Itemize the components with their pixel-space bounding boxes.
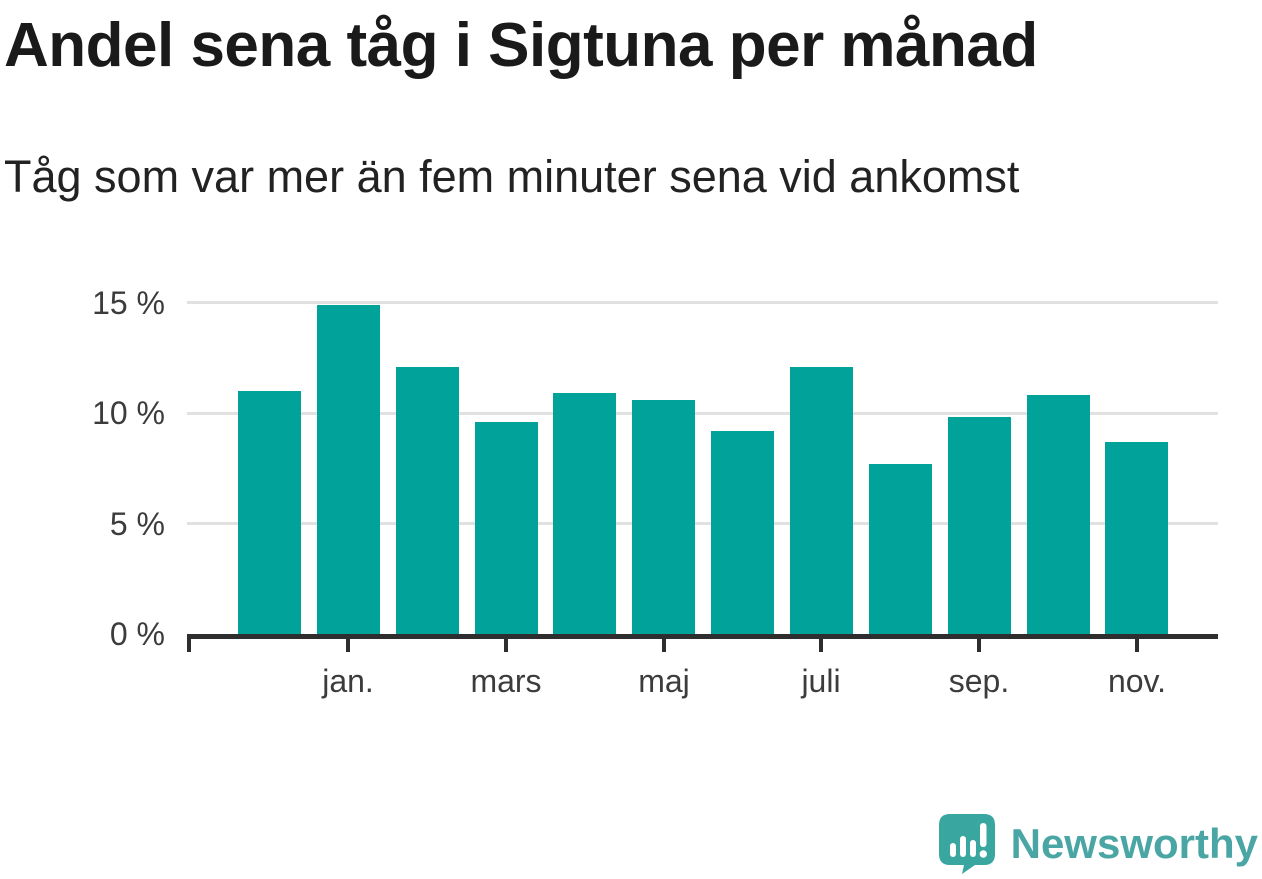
newsworthy-logo-icon bbox=[938, 814, 995, 874]
bar bbox=[475, 422, 538, 634]
bar bbox=[711, 431, 774, 634]
logo-bar-3 bbox=[969, 840, 976, 857]
newsworthy-logo: Newsworthy bbox=[937, 812, 1258, 875]
bar bbox=[790, 367, 853, 634]
logo-exclamation-dot bbox=[979, 850, 987, 858]
bar bbox=[317, 305, 380, 634]
y-tick-label: 0 % bbox=[109, 616, 165, 652]
bar bbox=[238, 391, 301, 634]
x-tick-label: maj bbox=[638, 663, 690, 699]
logo-exclamation-bar bbox=[979, 823, 987, 847]
bar bbox=[1105, 442, 1168, 634]
x-tick-label: nov. bbox=[1107, 663, 1167, 699]
x-tick-label: sep. bbox=[948, 663, 1010, 699]
bar bbox=[869, 464, 932, 634]
x-tick-label: jan. bbox=[322, 663, 374, 699]
plot-area bbox=[187, 280, 1218, 652]
logo-bar-2 bbox=[959, 836, 966, 857]
gridline bbox=[187, 411, 1218, 415]
x-tick-label: mars bbox=[470, 663, 542, 699]
gridline bbox=[187, 301, 1218, 304]
y-tick-label: 15 % bbox=[92, 284, 165, 321]
axis-tick bbox=[1135, 639, 1139, 652]
bar bbox=[396, 367, 459, 634]
axis-tick bbox=[662, 639, 666, 652]
chart-title: Andel sena tåg i Sigtuna per månad bbox=[4, 11, 1038, 80]
bar bbox=[948, 417, 1011, 634]
axis-tick bbox=[346, 639, 350, 652]
gridline bbox=[187, 522, 1218, 525]
bar bbox=[553, 393, 616, 634]
bar bbox=[632, 400, 695, 634]
axis-tick bbox=[187, 639, 191, 652]
y-tick-label: 10 % bbox=[92, 395, 165, 431]
newsworthy-logo-text: Newsworthy bbox=[1010, 820, 1258, 867]
chart-subtitle: Tåg som var mer än fem minuter sena vid … bbox=[4, 151, 1020, 202]
axis-tick bbox=[504, 639, 508, 652]
y-tick-label: 5 % bbox=[109, 505, 165, 542]
axis-tick bbox=[819, 639, 823, 652]
logo-bar-1 bbox=[949, 843, 956, 857]
x-tick-label: juli bbox=[801, 663, 841, 699]
bar bbox=[1027, 395, 1090, 634]
axis-tick bbox=[977, 639, 981, 652]
